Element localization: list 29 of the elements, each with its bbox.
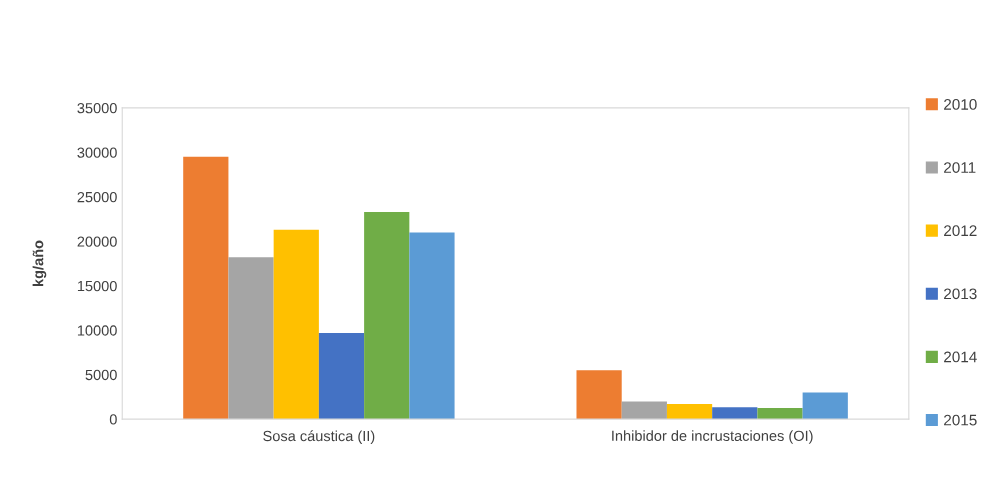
y-tick-label: 20000 — [77, 236, 117, 247]
bar — [228, 257, 274, 420]
legend-label: 2012 — [944, 225, 977, 237]
y-tick-label: 25000 — [77, 191, 117, 203]
bar — [273, 229, 319, 420]
bar — [318, 332, 365, 420]
y-tick-label: 0 — [109, 414, 117, 425]
x-tick-label: Inhibidor de incrustaciones (OI) — [612, 430, 813, 444]
bar — [576, 370, 622, 420]
x-tick-label: Sosa cáustica (II) — [263, 430, 375, 445]
bar — [712, 407, 758, 420]
bar — [802, 392, 848, 420]
y-tick-label: 30000 — [77, 147, 117, 158]
bar — [364, 211, 410, 420]
legend-label: 2015 — [944, 414, 977, 426]
y-tick-label: 10000 — [77, 325, 117, 336]
bar — [409, 232, 455, 420]
legend-label: 2011 — [944, 162, 976, 173]
y-tick-label: 35000 — [77, 103, 117, 114]
y-tick-label: 5000 — [85, 369, 117, 381]
y-axis-title: kg/año — [32, 240, 47, 287]
bar — [621, 401, 667, 420]
legend-label: 2014 — [944, 351, 977, 363]
y-tick-label: 15000 — [77, 280, 117, 292]
bar — [757, 408, 803, 420]
legend-label: 2010 — [944, 99, 977, 110]
bar — [666, 404, 713, 420]
bar — [183, 156, 229, 420]
legend-label: 2013 — [944, 288, 977, 300]
